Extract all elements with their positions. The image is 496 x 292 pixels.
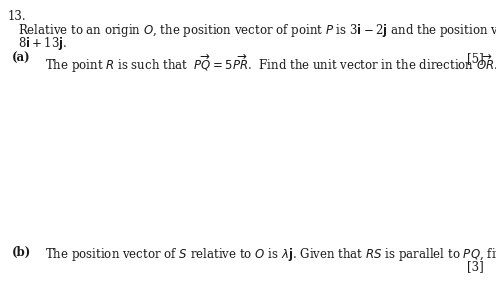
Text: Relative to an origin $O$, the position vector of point $P$ is 3$\mathbf{i}-$2$\: Relative to an origin $O$, the position … [18,22,496,39]
Text: (b): (b) [12,246,31,259]
Text: 8$\mathbf{i}+$13$\mathbf{j}$.: 8$\mathbf{i}+$13$\mathbf{j}$. [18,35,67,52]
Text: (a): (a) [12,52,31,65]
Text: The position vector of $S$ relative to $O$ is $\lambda\mathbf{j}$. Given that $R: The position vector of $S$ relative to $… [45,246,496,263]
Text: [5]: [5] [467,52,484,65]
Text: [3]: [3] [467,260,484,273]
Text: The point $R$ is such that  $\overrightarrow{PQ}=5\overrightarrow{PR}$.  Find th: The point $R$ is such that $\overrightar… [45,52,496,74]
Text: 13.: 13. [8,10,27,23]
